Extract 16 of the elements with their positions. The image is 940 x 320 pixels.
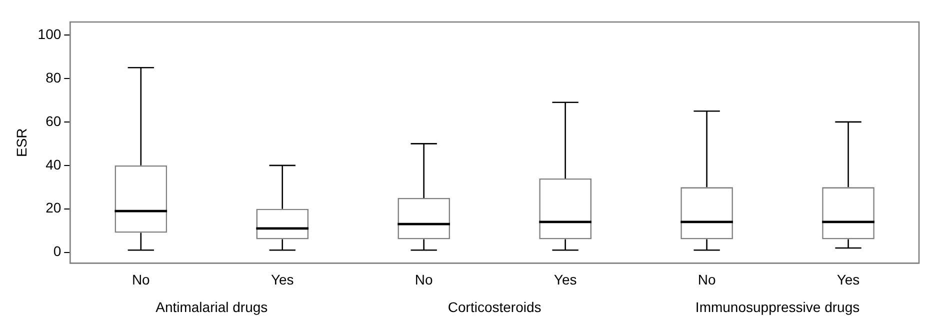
y-tick-label: 100 [38,26,62,42]
x-tick-label: Yes [836,271,860,288]
x-tick-label: No [698,271,716,288]
text: Antimalarial drugs [156,299,268,316]
x-tick-label: Yes [270,271,294,288]
x-tick-label: Yes [554,271,577,288]
y-tick-label: 80 [46,69,62,86]
text: Immunosuppressive drugs [695,299,860,316]
y-tick-label: 20 [46,200,62,216]
y-tick-label: 40 [46,156,62,172]
x-tick-label: No [414,271,433,288]
y-tick-label: 60 [46,112,62,129]
y-tick-label: 0 [53,243,62,260]
text: Corticosteroids [448,299,542,316]
x-tick-label: No [132,271,150,288]
y-axis-title: ESR [13,128,30,157]
